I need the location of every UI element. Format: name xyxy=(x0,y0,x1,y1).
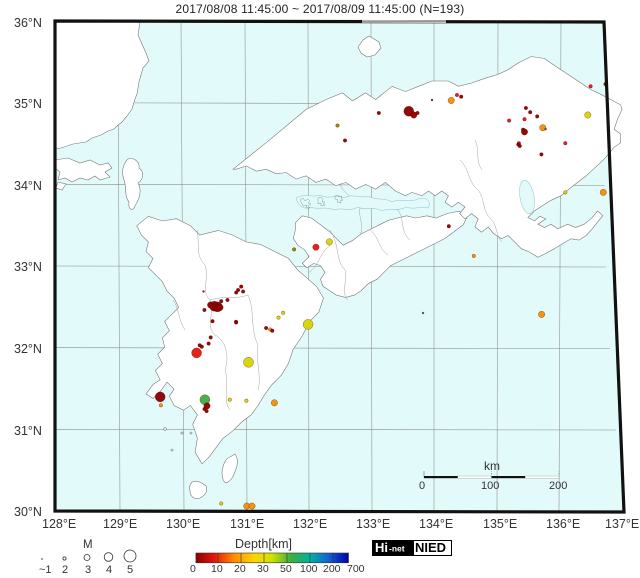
svg-text:-net: -net xyxy=(389,544,405,554)
svg-text:NIED: NIED xyxy=(415,540,446,555)
svg-text:Hi: Hi xyxy=(375,540,388,555)
